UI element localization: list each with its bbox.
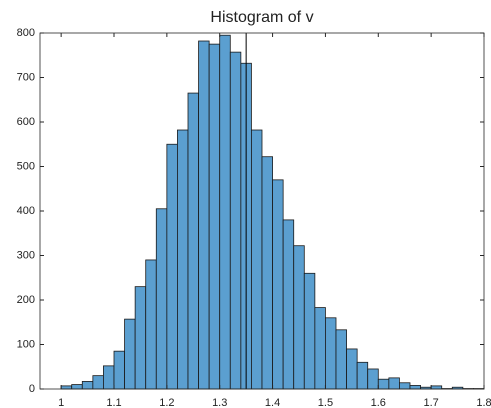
x-tick-label: 1.6 — [371, 397, 386, 408]
bar — [81, 381, 94, 390]
bar — [113, 350, 125, 390]
bar — [409, 385, 421, 390]
y-tick-label: 800 — [17, 27, 35, 39]
bar — [60, 385, 73, 390]
bar — [303, 272, 316, 390]
bar — [251, 129, 263, 390]
bar — [166, 143, 178, 390]
x-tick-label: 1.5 — [318, 397, 333, 408]
bar — [145, 259, 157, 390]
bar — [229, 51, 242, 390]
y-tick-label: 600 — [17, 116, 35, 128]
bar — [293, 245, 305, 390]
x-tick-label: 1.3 — [212, 397, 227, 408]
y-tick-label: 700 — [17, 71, 35, 83]
bar — [325, 317, 337, 390]
bar — [430, 385, 443, 390]
x-tick-label: 1.7 — [423, 397, 438, 408]
bar — [71, 384, 83, 390]
bar — [187, 92, 199, 390]
x-tick-label: 1.1 — [106, 397, 121, 408]
x-tick-label: 1 — [58, 397, 64, 408]
bar — [124, 318, 136, 390]
bar — [134, 286, 147, 390]
x-tick-label: 1.2 — [159, 397, 174, 408]
y-tick-label: 300 — [17, 249, 35, 261]
bar — [177, 129, 189, 390]
y-tick-label: 500 — [17, 160, 35, 172]
bar — [377, 378, 390, 390]
bar — [103, 365, 115, 390]
bar — [155, 208, 168, 390]
bar — [208, 43, 221, 390]
bar — [261, 156, 273, 390]
y-tick-label: 100 — [17, 338, 35, 350]
chart-title: Histogram of v — [210, 9, 313, 26]
bar — [356, 361, 369, 390]
bar — [399, 382, 411, 390]
bar — [92, 375, 104, 390]
bar — [314, 307, 326, 390]
x-tick-label: 1.8 — [476, 397, 491, 408]
bar — [367, 368, 379, 390]
y-tick-label: 400 — [17, 205, 35, 217]
bar — [272, 179, 284, 390]
y-tick-label: 200 — [17, 294, 35, 306]
bar — [335, 329, 347, 390]
bar — [219, 34, 231, 390]
x-tick-label: 1.4 — [265, 397, 280, 408]
bar — [198, 40, 210, 390]
y-tick-label: 0 — [29, 383, 35, 395]
bar — [346, 348, 358, 390]
bar — [282, 219, 295, 390]
bar — [388, 377, 400, 390]
